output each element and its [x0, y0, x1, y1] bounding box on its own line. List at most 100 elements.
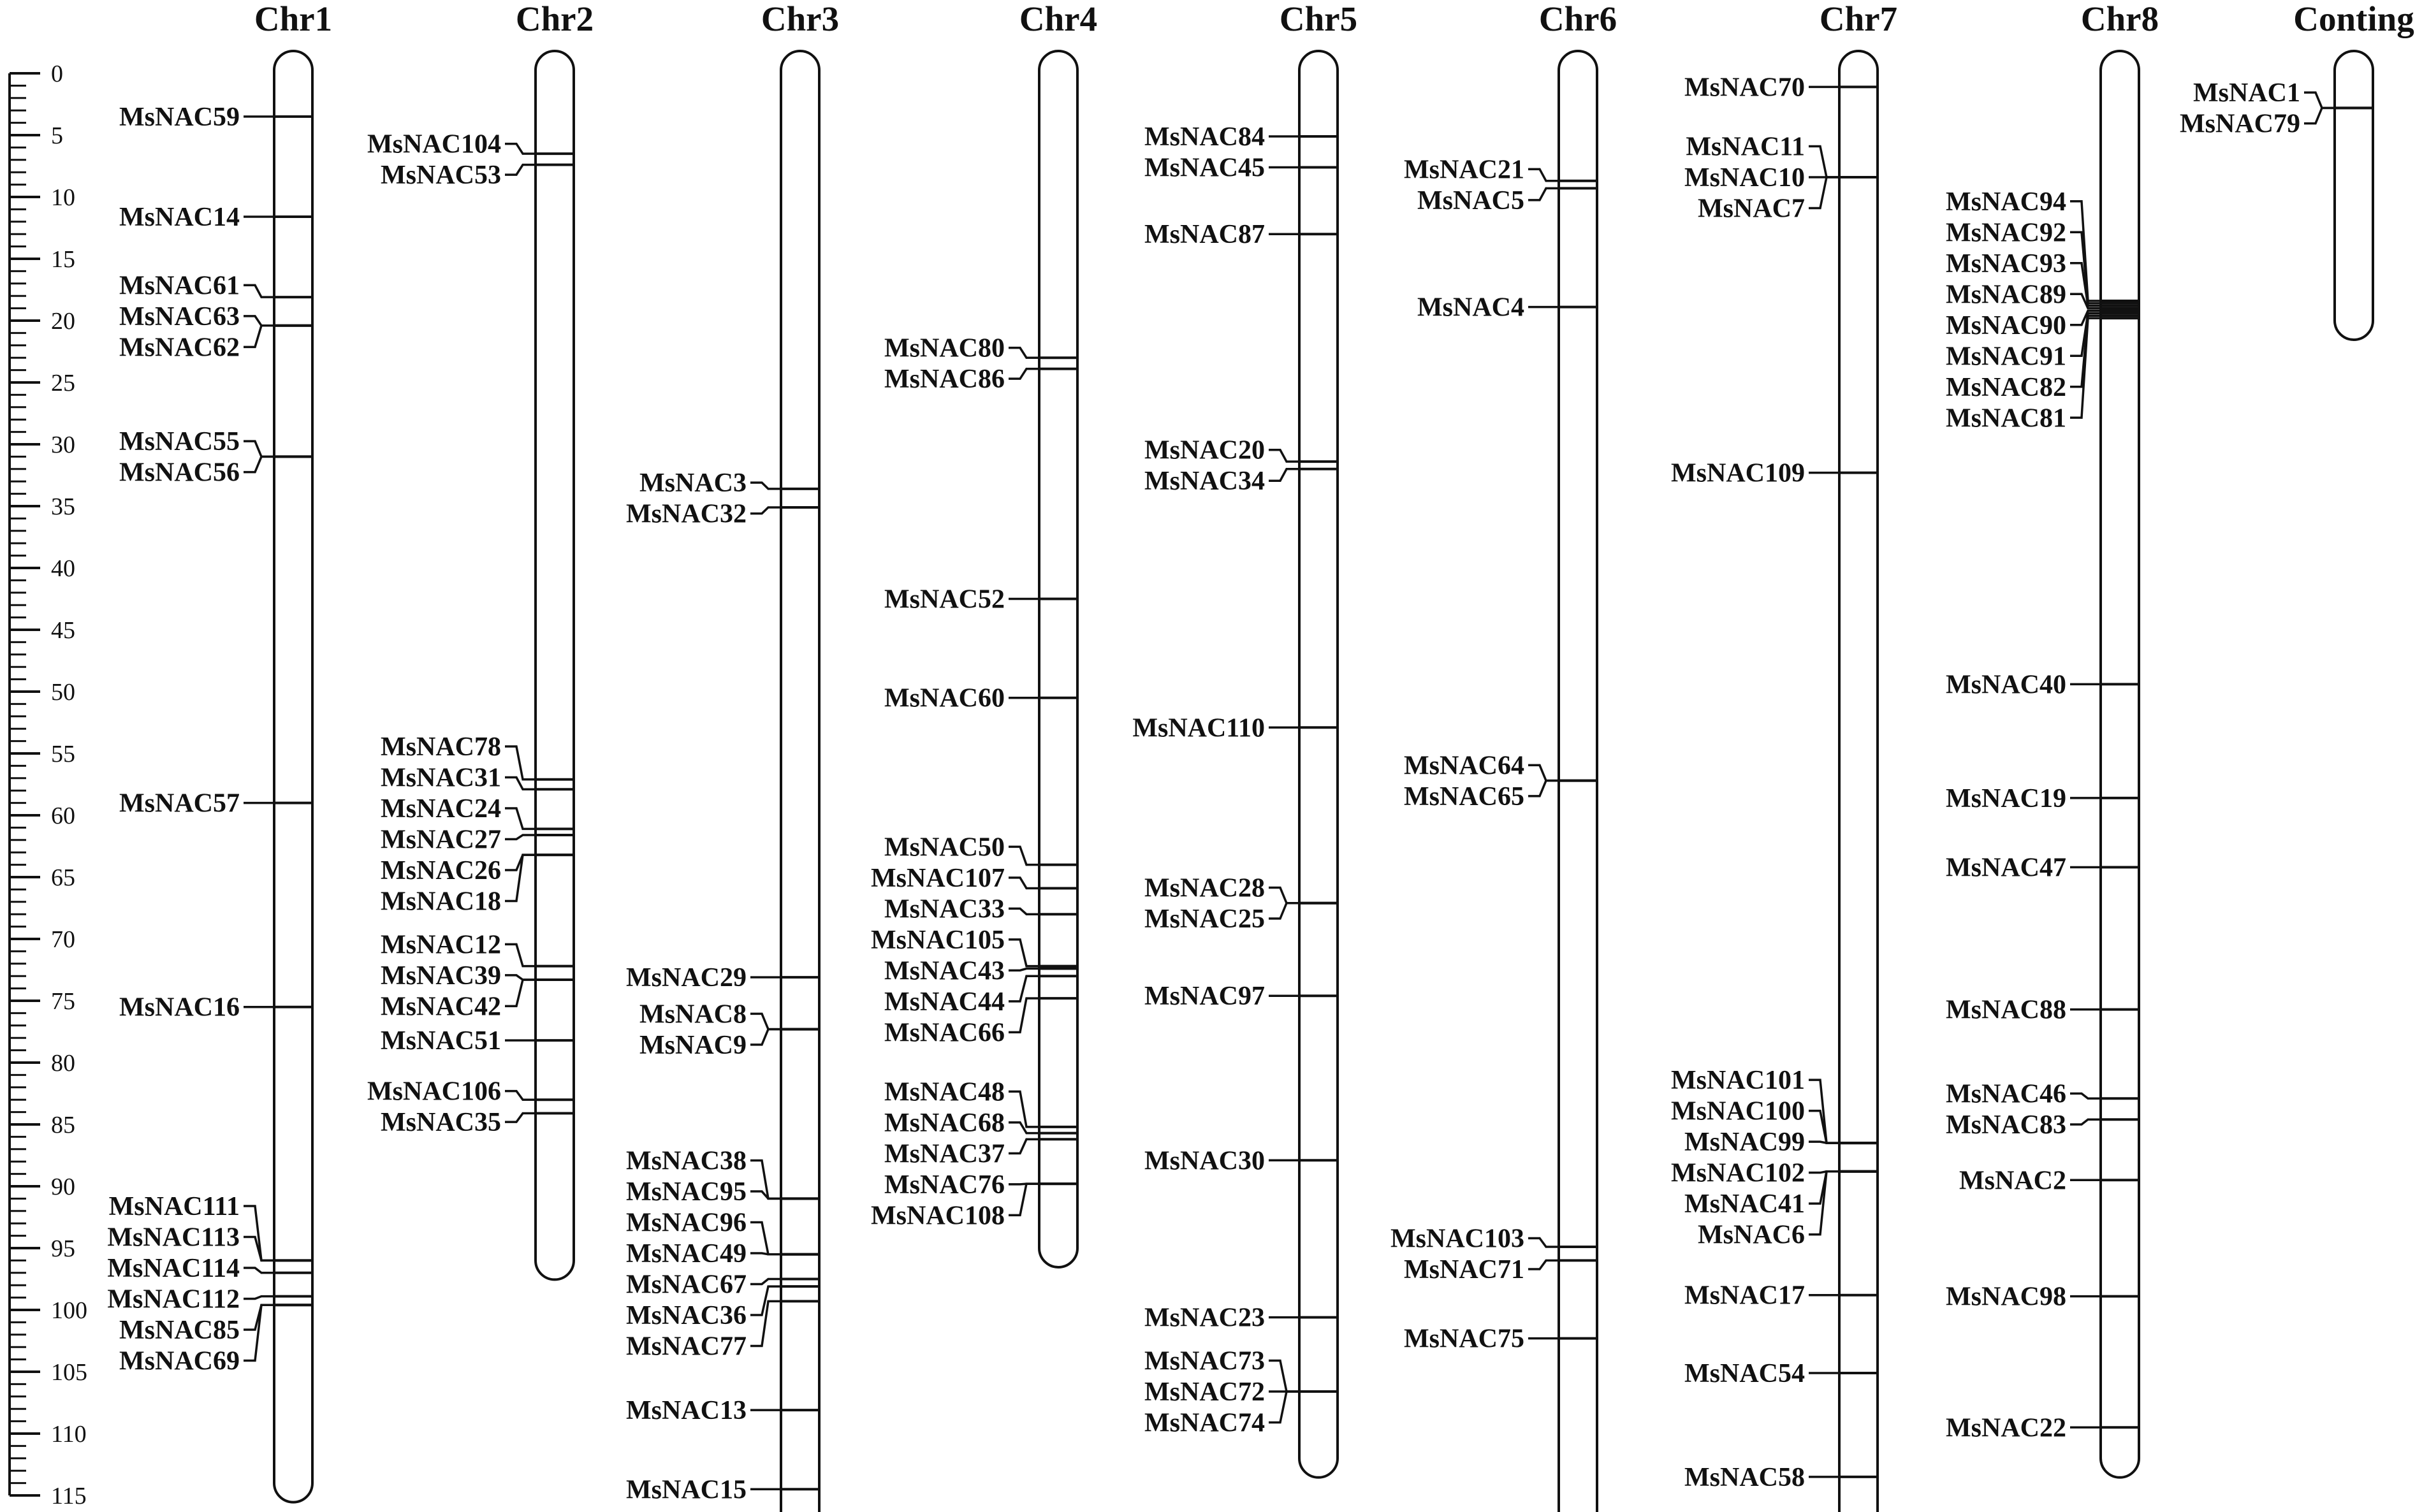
gene-label: MsNAC48	[884, 1077, 1005, 1107]
gene-connector	[1009, 1090, 1039, 1128]
gene-connector	[244, 455, 274, 474]
gene-label: MsNAC38	[626, 1147, 747, 1176]
gene-connector	[750, 1277, 781, 1286]
gene-label: MsNAC59	[119, 103, 240, 132]
gene-label: MsNAC40	[1946, 670, 2066, 699]
gene-label: MsNAC41	[1684, 1189, 1805, 1219]
gene-label: MsNAC88	[1946, 996, 2066, 1025]
gene-label: MsNAC85	[119, 1316, 240, 1345]
gene-connector	[1009, 1138, 1039, 1155]
gene-connector	[244, 1235, 274, 1262]
gene-label: MsNAC68	[884, 1109, 1005, 1138]
gene-label: MsNAC70	[1684, 73, 1805, 102]
gene-label: MsNAC61	[119, 271, 240, 300]
chromosome-bar	[780, 50, 821, 1512]
gene-label: MsNAC52	[884, 585, 1005, 614]
gene-label: MsNAC107	[871, 864, 1005, 893]
gene-label: MsNAC105	[871, 926, 1005, 955]
gene-connector	[1009, 938, 1039, 968]
gene-connector	[244, 1304, 274, 1362]
gene-label: MsNAC114	[107, 1254, 240, 1283]
gene-label: MsNAC97	[1144, 982, 1265, 1011]
gene-label: MsNAC92	[1946, 218, 2066, 247]
gene-connector	[2070, 309, 2101, 326]
gene-label: MsNAC27	[381, 825, 501, 855]
scale-tick-label: 95	[51, 1235, 75, 1262]
gene-label: MsNAC39	[381, 961, 501, 991]
gene-label: MsNAC35	[381, 1108, 501, 1137]
gene-label: MsNAC47	[1946, 853, 2066, 882]
chromosome-title: Chr2	[516, 0, 594, 38]
gene-connector	[1269, 448, 1299, 463]
gene-connector	[1009, 845, 1039, 866]
gene-label: MsNAC42	[381, 992, 501, 1021]
scale-tick-label: 90	[51, 1174, 75, 1200]
scale-tick-label: 10	[51, 184, 75, 211]
scale-tick-label: 100	[51, 1297, 87, 1324]
gene-label: MsNAC31	[381, 764, 501, 793]
gene-label: MsNAC56	[119, 458, 240, 488]
gene-connector	[505, 776, 536, 791]
chromosome-title: Conting	[2293, 0, 2414, 38]
gene-label: MsNAC74	[1144, 1409, 1265, 1438]
gene-label: MsNAC106	[367, 1077, 501, 1107]
gene-label: MsNAC54	[1684, 1359, 1805, 1388]
gene-connector	[2070, 1092, 2101, 1100]
gene-label: MsNAC28	[1144, 873, 1265, 903]
gene-label: MsNAC14	[119, 203, 240, 232]
gene-label: MsNAC17	[1684, 1281, 1805, 1311]
gene-label: MsNAC2	[1959, 1166, 2066, 1195]
gene-connector	[1809, 145, 1839, 178]
gene-connector	[1009, 346, 1039, 359]
gene-label: MsNAC95	[626, 1177, 747, 1207]
gene-label: MsNAC109	[1671, 459, 1805, 488]
gene-connector	[1009, 876, 1039, 890]
gene-label: MsNAC8	[639, 1000, 747, 1029]
scale-tick-label: 45	[51, 617, 75, 644]
gene-label: MsNAC102	[1671, 1159, 1805, 1188]
gene-connector	[505, 978, 536, 1008]
gene-label: MsNAC26	[381, 856, 501, 885]
gene-label: MsNAC69	[119, 1347, 240, 1376]
scale-tick-label: 110	[51, 1421, 87, 1448]
gene-connector	[2304, 91, 2335, 110]
scale-tick-label: 25	[51, 370, 75, 396]
gene-connector	[1528, 168, 1559, 182]
gene-connector	[750, 1028, 781, 1046]
gene-label: MsNAC113	[107, 1223, 240, 1253]
gene-connector	[750, 506, 781, 515]
gene-label: MsNAC1	[2193, 78, 2300, 108]
gene-label: MsNAC4	[1417, 293, 1524, 323]
scale-tick-label: 85	[51, 1112, 75, 1138]
gene-connector	[750, 1012, 781, 1031]
gene-label: MsNAC44	[884, 987, 1005, 1017]
gene-label: MsNAC60	[884, 684, 1005, 713]
gene-label: MsNAC86	[884, 365, 1005, 394]
gene-label: MsNAC64	[1404, 751, 1524, 780]
gene-label: MsNAC22	[1946, 1413, 2066, 1443]
scale-tick-label: 65	[51, 864, 75, 891]
gene-connector	[1528, 1237, 1559, 1248]
gene-connector	[1528, 187, 1559, 201]
chromosome-title: Chr1	[254, 0, 332, 38]
scale-tick-label: 70	[51, 926, 75, 953]
gene-connector	[750, 1285, 781, 1316]
gene-connector	[2070, 1118, 2101, 1126]
gene-label: MsNAC12	[381, 930, 501, 959]
gene-label: MsNAC81	[1946, 403, 2066, 433]
chromosome-bar	[1038, 50, 1079, 1268]
gene-connector	[1009, 907, 1039, 915]
gene-label: MsNAC80	[884, 334, 1005, 363]
chromosome-bar	[2099, 50, 2140, 1479]
gene-label: MsNAC100	[1671, 1097, 1805, 1126]
gene-label: MsNAC15	[626, 1475, 747, 1504]
gene-connector	[1528, 764, 1559, 782]
scale-tick-label: 20	[51, 308, 75, 335]
gene-connector	[505, 943, 536, 968]
gene-label: MsNAC94	[1946, 187, 2066, 217]
chromosome-title: Chr8	[2081, 0, 2159, 38]
gene-label: MsNAC13	[626, 1396, 747, 1425]
